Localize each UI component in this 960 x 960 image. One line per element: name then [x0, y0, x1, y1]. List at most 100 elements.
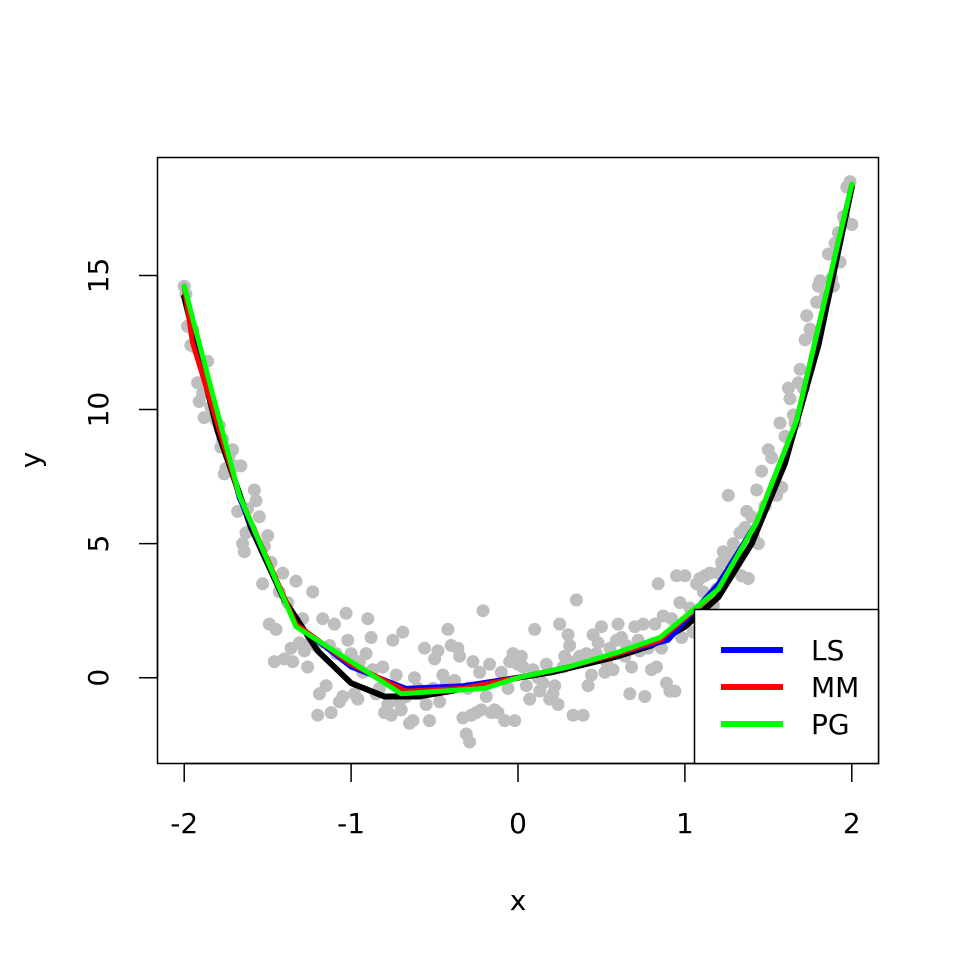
data-point	[441, 622, 455, 636]
data-point	[406, 714, 420, 728]
data-point	[269, 622, 283, 636]
data-point	[665, 612, 678, 626]
data-point	[474, 703, 488, 717]
data-point	[576, 708, 590, 722]
data-point	[252, 510, 266, 524]
data-point	[800, 309, 814, 323]
data-point	[755, 464, 769, 478]
data-point	[261, 529, 275, 543]
data-point	[514, 649, 528, 663]
data-point	[276, 566, 290, 580]
data-point	[625, 660, 638, 674]
data-point	[286, 655, 300, 669]
x-tick-label: -1	[337, 807, 365, 840]
data-point	[741, 572, 755, 585]
data-point	[551, 698, 565, 711]
y-axis-label: y	[14, 452, 47, 469]
data-point	[675, 631, 689, 644]
x-tick-label: 0	[509, 807, 527, 840]
data-point	[324, 706, 338, 720]
legend-label: LS	[811, 634, 844, 667]
data-point	[359, 647, 373, 661]
data-point	[419, 698, 433, 711]
data-point	[519, 679, 533, 693]
data-point	[396, 625, 410, 639]
data-point	[473, 665, 487, 679]
data-point	[311, 708, 325, 722]
data-point	[579, 647, 593, 661]
data-point	[673, 596, 687, 610]
data-point	[558, 649, 572, 663]
data-point	[566, 708, 580, 722]
data-point	[528, 622, 542, 636]
data-point	[498, 714, 512, 728]
data-point	[581, 679, 595, 693]
data-point	[423, 714, 436, 728]
fit-lines	[181, 181, 855, 700]
x-tick-label: 1	[676, 807, 694, 840]
data-point	[237, 545, 251, 559]
data-point	[297, 644, 311, 658]
data-point	[668, 684, 682, 698]
data-point	[381, 698, 395, 711]
data-point	[479, 690, 493, 703]
data-point	[536, 676, 550, 690]
data-point	[638, 690, 652, 703]
data-point	[793, 362, 807, 376]
data-point	[256, 577, 270, 591]
data-point	[765, 451, 779, 465]
legend-label: PG	[811, 708, 850, 741]
x-axis-label: x	[510, 884, 527, 917]
data-point	[351, 692, 365, 706]
data-point	[234, 459, 248, 473]
data-point	[783, 392, 797, 406]
y-tick-label: 15	[82, 258, 115, 294]
y-axis: 0 5 10 15	[82, 258, 159, 687]
data-point	[821, 247, 835, 261]
data-point	[386, 633, 400, 647]
data-point	[636, 617, 650, 631]
x-tick-label: -2	[170, 807, 198, 840]
data-point	[773, 416, 787, 430]
data-point	[721, 488, 735, 502]
data-point	[289, 574, 303, 588]
legend-label: MM	[811, 671, 859, 704]
data-point	[384, 708, 398, 722]
data-point	[678, 569, 692, 583]
data-point	[648, 617, 662, 631]
data-point	[516, 660, 530, 674]
data-point	[376, 660, 390, 674]
data-point	[327, 617, 341, 631]
data-point	[569, 593, 583, 607]
y-tick-label: 0	[82, 669, 115, 687]
data-point	[364, 631, 378, 644]
data-point	[431, 644, 445, 658]
data-point	[553, 617, 567, 631]
series-line-pg	[181, 181, 855, 697]
data-point	[523, 692, 537, 706]
data-point	[650, 660, 663, 674]
data-point	[594, 620, 608, 634]
data-point	[611, 617, 625, 631]
data-point	[539, 657, 553, 671]
data-point	[249, 494, 263, 508]
data-point	[476, 604, 490, 618]
data-point	[433, 695, 447, 709]
data-point	[453, 649, 467, 663]
data-point	[726, 537, 740, 551]
data-point	[845, 218, 859, 231]
data-point	[267, 655, 281, 669]
data-point	[466, 655, 480, 669]
data-point	[563, 639, 577, 652]
data-point	[548, 679, 562, 693]
data-point	[418, 641, 431, 655]
data-point	[389, 668, 403, 682]
data-point	[501, 681, 515, 695]
data-point	[738, 521, 752, 534]
data-point	[231, 504, 245, 518]
data-point	[316, 612, 330, 626]
data-point	[408, 671, 421, 685]
data-point	[394, 703, 408, 717]
data-point	[339, 606, 353, 620]
